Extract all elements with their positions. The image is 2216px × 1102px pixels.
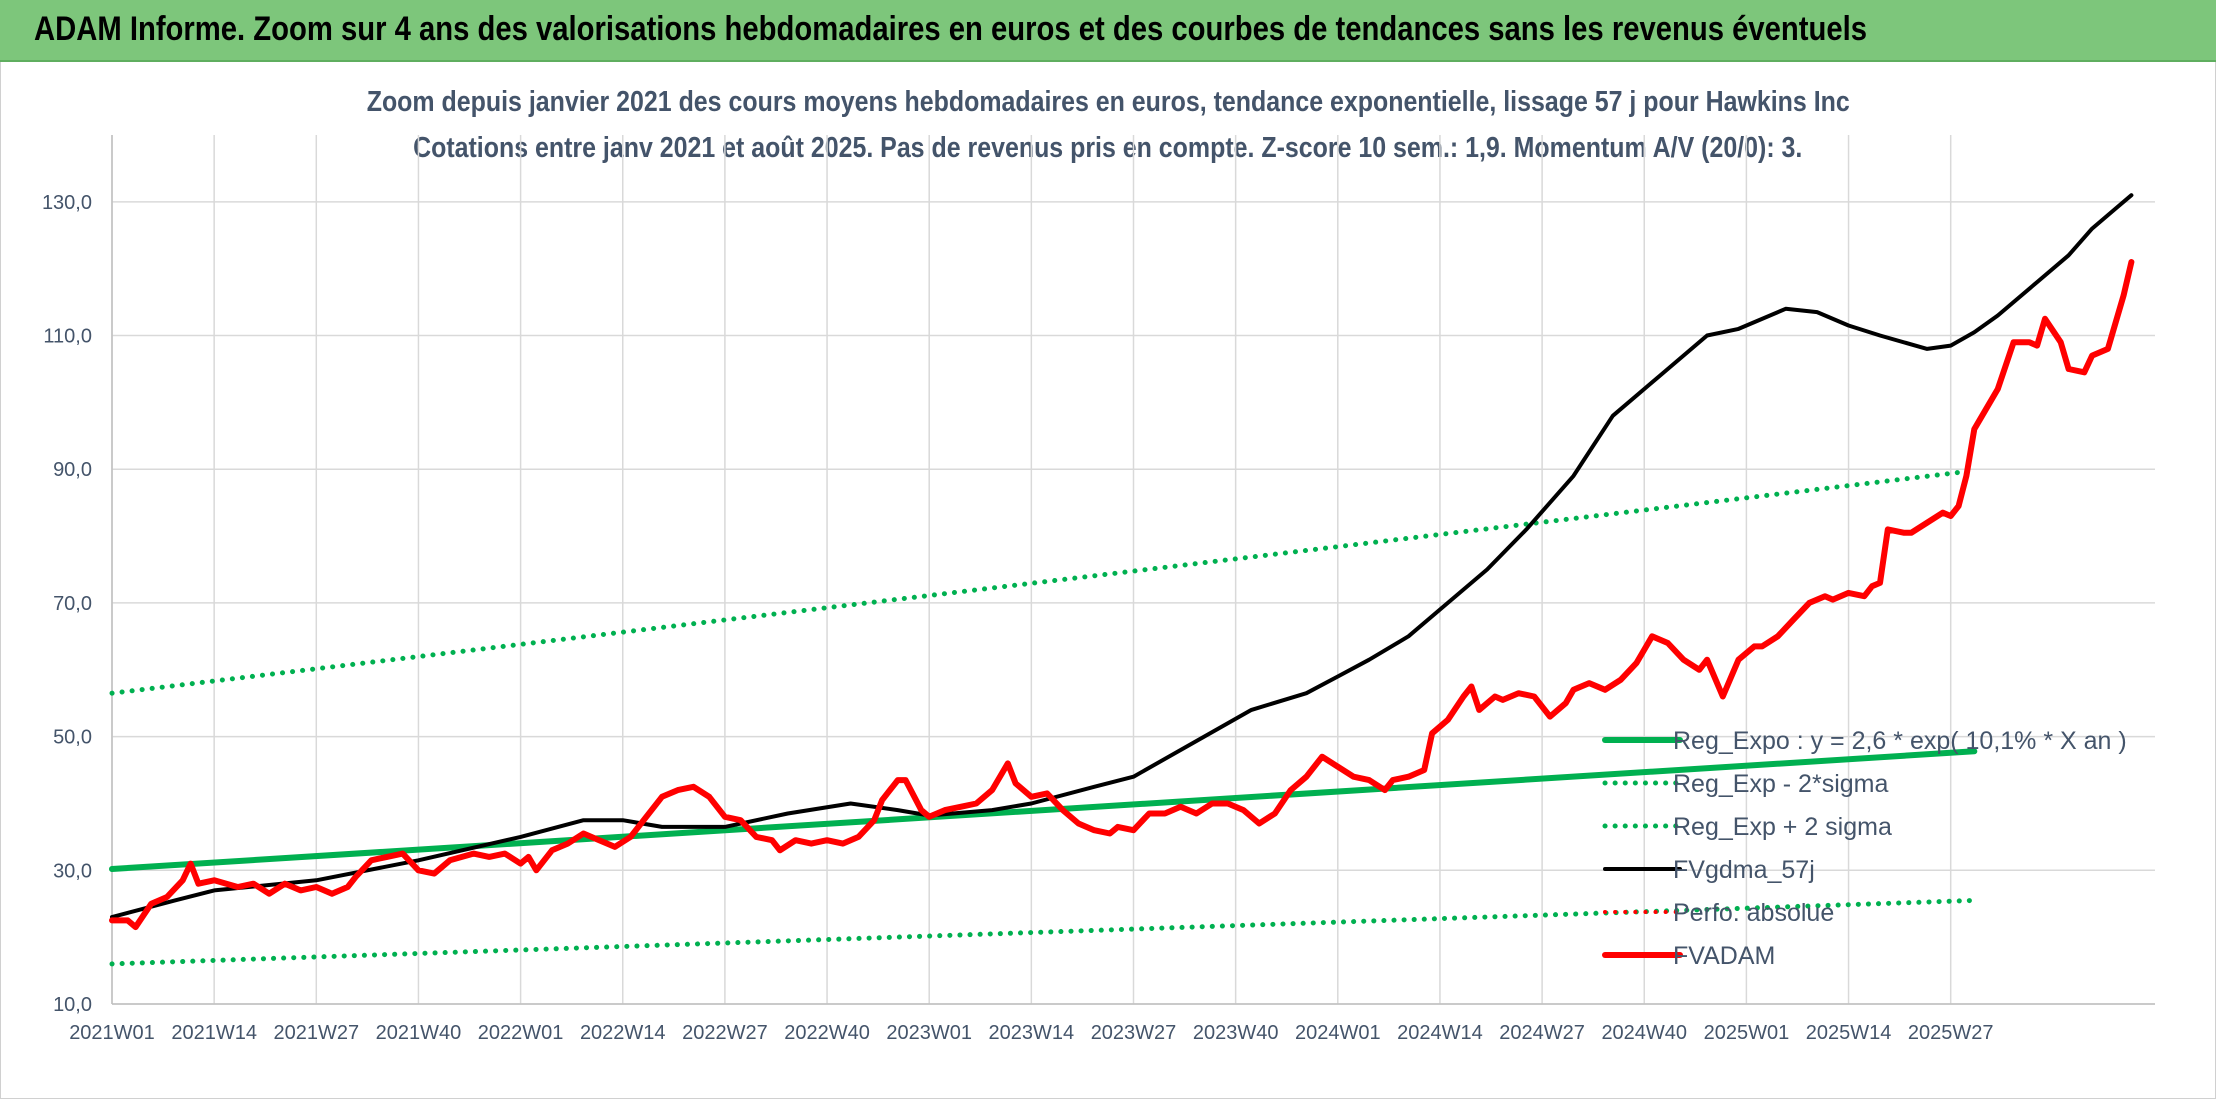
report-title: ADAM Informe. Zoom sur 4 ans des valoris… — [34, 10, 1867, 48]
legend-label: FVgdma_57j — [1673, 856, 1815, 884]
x-tick-label: 2025W27 — [1908, 1022, 1994, 1044]
y-tick-label: 10,0 — [53, 994, 92, 1016]
x-tick-label: 2025W14 — [1806, 1022, 1892, 1044]
x-tick-label: 2022W40 — [784, 1022, 870, 1044]
y-tick-label: 110,0 — [43, 326, 92, 348]
x-tick-label: 2021W14 — [171, 1022, 257, 1044]
x-tick-label: 2023W01 — [886, 1022, 972, 1044]
chart-title: Zoom depuis janvier 2021 des cours moyen… — [0, 86, 2216, 119]
y-tick-label: 130,0 — [42, 192, 92, 214]
chart-subtitle: Cotations entre janv 2021 et août 2025. … — [0, 132, 2216, 165]
x-tick-label: 2021W27 — [273, 1022, 359, 1044]
y-tick-label: 90,0 — [53, 459, 92, 481]
x-tick-label: 2024W40 — [1601, 1022, 1687, 1044]
x-tick-label: 2024W27 — [1499, 1022, 1585, 1044]
x-tick-label: 2024W14 — [1397, 1022, 1483, 1044]
x-tick-label: 2025W01 — [1704, 1022, 1790, 1044]
x-tick-label: 2022W01 — [478, 1022, 564, 1044]
x-tick-label: 2023W14 — [989, 1022, 1075, 1044]
series-line-5 — [109, 259, 2135, 931]
x-tick-label: 2021W01 — [69, 1022, 155, 1044]
legend-label: Reg_Expo : y = 2,6 * exp( 10,1% * X an ) — [1673, 727, 2127, 755]
chart-frame — [0, 62, 2216, 1099]
series-line-2 — [109, 468, 1977, 696]
legend-label: FVADAM — [1673, 942, 1775, 970]
chart-subtitle-text: Cotations entre janv 2021 et août 2025. … — [413, 132, 1803, 164]
series-line-1 — [109, 897, 1977, 967]
legend-label: Reg_Exp - 2*sigma — [1673, 770, 1888, 798]
series-line-3 — [110, 193, 2134, 920]
report-banner: ADAM Informe. Zoom sur 4 ans des valoris… — [0, 0, 2216, 62]
legend-label: Perfo. absolue — [1673, 899, 1834, 927]
x-tick-label: 2023W27 — [1091, 1022, 1177, 1044]
legend-label: Reg_Exp + 2 sigma — [1673, 813, 1892, 841]
x-tick-label: 2022W27 — [682, 1022, 768, 1044]
x-tick-label: 2024W01 — [1295, 1022, 1381, 1044]
y-tick-label: 50,0 — [53, 727, 92, 749]
x-tick-label: 2022W14 — [580, 1022, 666, 1044]
y-tick-label: 30,0 — [53, 860, 92, 882]
y-tick-label: 70,0 — [53, 593, 92, 615]
series-line-0 — [109, 748, 1978, 872]
x-tick-label: 2023W40 — [1193, 1022, 1279, 1044]
chart-title-text: Zoom depuis janvier 2021 des cours moyen… — [366, 86, 1850, 118]
x-tick-label: 2021W40 — [376, 1022, 462, 1044]
